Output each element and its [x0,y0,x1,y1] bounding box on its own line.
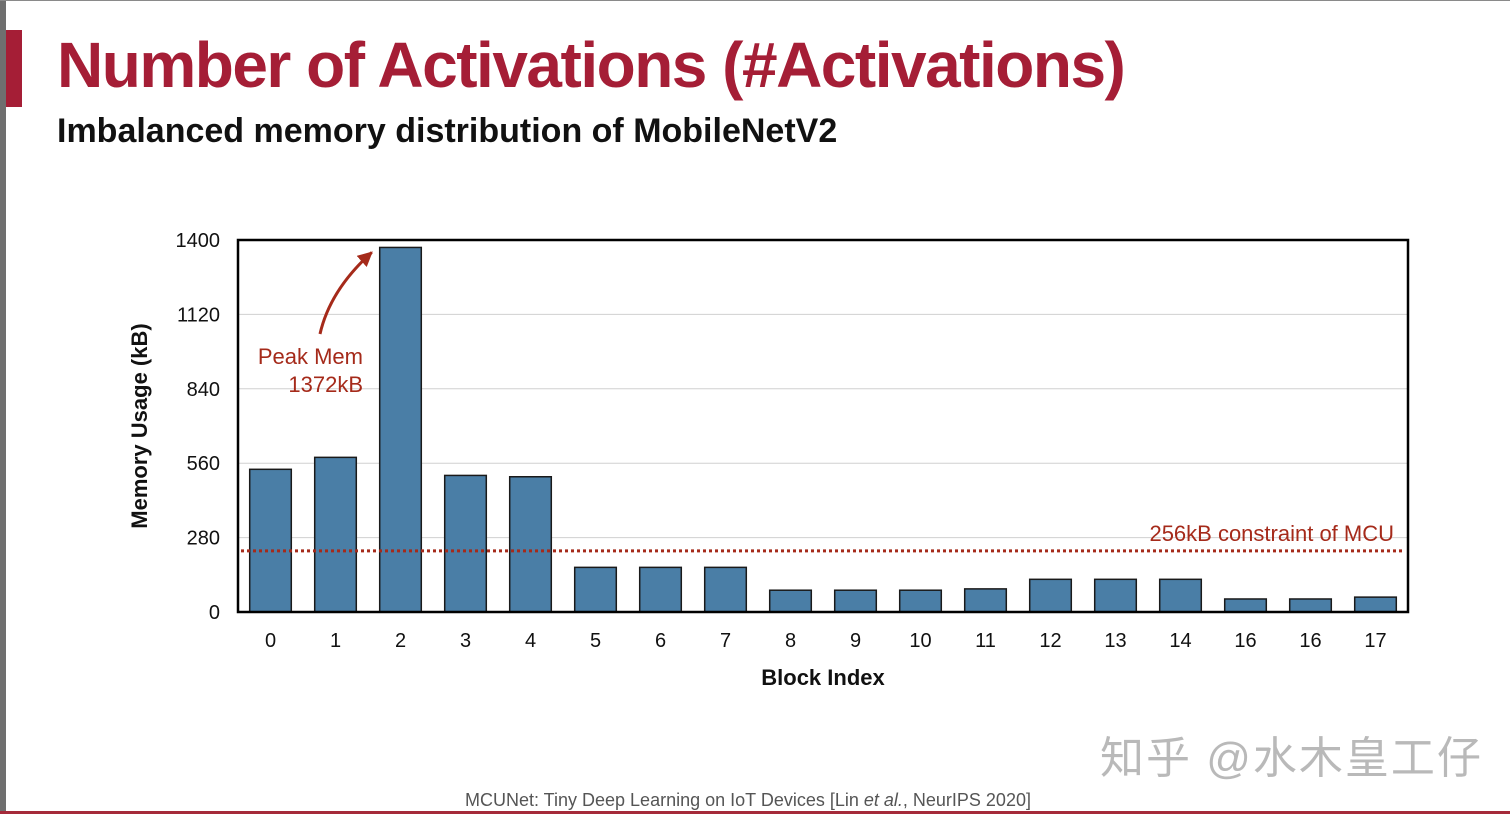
bar [1158,578,1203,613]
x-tick-label: 3 [460,630,471,652]
plot-frame [236,238,1410,614]
bar [1353,596,1398,613]
y-tick-label: 1120 [177,304,220,326]
slide-left-border [0,0,6,814]
x-tick-label: 5 [590,630,601,652]
bar [703,566,748,613]
y-axis-title: Memory Usage (kB) [127,323,152,528]
watermark: 知乎 @水木皇工仔 [1100,734,1483,783]
y-tick-label: 560 [187,453,220,475]
bar [508,476,553,613]
x-axis-ticks: 0 1 2 3 4 5 6 7 8 9 10 11 12 13 14 16 16 17 [265,630,1387,652]
citation: MCUNet: Tiny Deep Learning on IoT Device… [465,790,1031,811]
x-tick-label: 6 [655,630,666,652]
x-tick-label: 11 [975,630,996,652]
bar [898,589,943,613]
bar [313,456,358,613]
x-axis-title: Block Index [761,665,885,690]
slide-bottom-border [0,811,1510,814]
x-tick-label: 12 [1039,630,1061,652]
slide-subtitle: Imbalanced memory distribution of Mobile… [57,112,838,150]
slide-title: Number of Activations (#Activations) [57,29,1126,101]
bar [378,246,423,613]
x-tick-label: 17 [1364,630,1386,652]
grid-lines [238,313,1408,539]
x-tick-label: 0 [265,630,276,652]
peak-arrow [318,251,373,335]
constraint-label: 256kB constraint of MCU [1149,521,1394,546]
x-tick-label: 7 [720,630,731,652]
y-tick-label: 1400 [176,230,221,252]
bar [833,589,878,613]
bar [963,588,1008,613]
citation-prefix: MCUNet: Tiny Deep Learning on IoT Device… [465,790,864,810]
bar [1028,578,1073,613]
x-tick-label: 1 [330,630,341,652]
x-tick-label: 4 [525,630,536,652]
bar [638,566,683,613]
y-tick-label: 280 [187,528,220,550]
peak-annotation-label: Peak Mem [258,344,363,369]
x-tick-label: 14 [1169,630,1191,652]
citation-italic: et al. [863,790,903,810]
slide-top-border [0,0,1510,1]
x-tick-label: 13 [1104,630,1126,652]
x-tick-label: 9 [850,630,861,652]
y-axis-ticks: 0 280 560 840 1120 1400 [176,230,221,624]
peak-annotation-value: 1372kB [288,372,363,397]
citation-suffix: , NeurIPS 2020] [902,790,1031,810]
bar [1223,598,1268,613]
bar [1288,598,1333,613]
bar [1093,578,1138,613]
title-accent-bar [6,30,22,107]
x-tick-label: 2 [395,630,406,652]
y-tick-label: 0 [209,602,220,624]
bar [573,566,618,613]
x-tick-label: 16 [1234,630,1256,652]
bar [248,468,293,613]
bar [443,474,488,613]
x-tick-label: 16 [1299,630,1321,652]
bars [248,246,1398,613]
y-tick-label: 840 [187,379,220,401]
x-tick-label: 10 [909,630,931,652]
bar [768,589,813,613]
x-tick-label: 8 [785,630,796,652]
